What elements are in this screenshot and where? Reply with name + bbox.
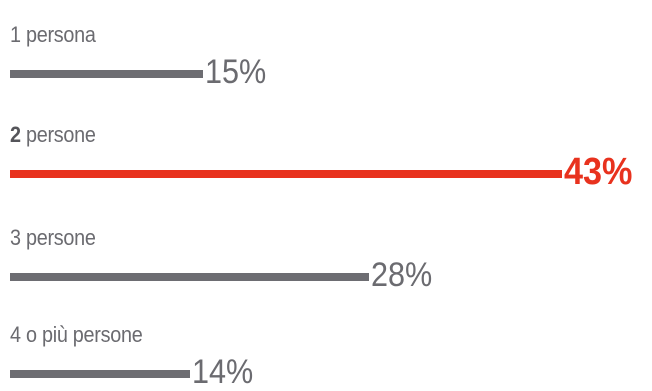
category-number: 4 [10,322,21,347]
bar [10,273,369,281]
category-text: o più persone [20,322,143,347]
bar [10,70,203,78]
category-number: 1 [10,22,21,47]
category-label: 1 persona [10,22,96,48]
category-label: 3 persone [10,225,96,251]
value-label: 15% [205,53,267,91]
value-label: 28% [371,256,433,294]
category-text: persone [20,225,96,250]
bar [10,170,562,178]
category-label: 2 persone [10,122,96,148]
category-text: persone [20,122,96,147]
bar [10,370,190,378]
category-text: persona [20,22,96,47]
value-label: 43% [564,151,633,193]
value-label: 14% [192,353,254,391]
category-number: 3 [10,225,21,250]
category-number: 2 [10,122,21,147]
category-label: 4 o più persone [10,322,143,348]
